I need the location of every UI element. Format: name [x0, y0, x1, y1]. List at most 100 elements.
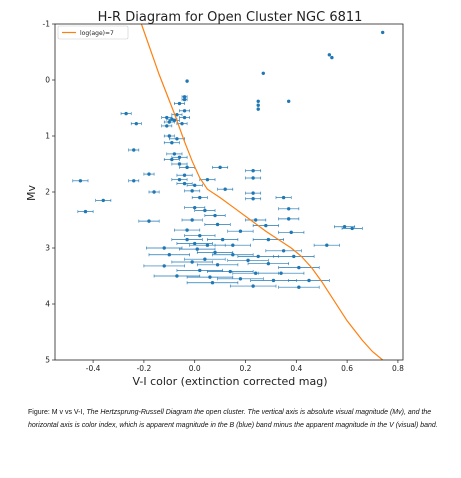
point-marker [124, 111, 128, 116]
caption-lead: Figure: M v vs V-I, [28, 409, 87, 416]
data-point [256, 103, 260, 107]
data-point [179, 115, 190, 120]
plot-content [72, 24, 385, 360]
point-marker [165, 124, 169, 128]
point-marker [325, 243, 329, 247]
point-marker [198, 233, 202, 238]
point-marker [330, 55, 334, 60]
chart-title: H-R Diagram for Open Cluster NGC 6811 [98, 10, 363, 25]
point-marker [172, 118, 177, 123]
x-tick-label: -0.4 [86, 364, 101, 373]
point-marker [220, 237, 225, 242]
point-marker [256, 103, 260, 107]
x-axis-title: V-I color (extinction corrected mag) [133, 375, 328, 388]
data-point [181, 218, 203, 222]
data-point [278, 285, 320, 289]
point-marker [246, 258, 250, 263]
legend: log(age)=7 [57, 25, 129, 40]
point-marker [182, 109, 187, 113]
point-marker [213, 250, 217, 255]
legend-isochrone-label: log(age)=7 [80, 30, 114, 37]
data-point [184, 233, 216, 238]
data-point [229, 284, 277, 288]
point-marker [185, 237, 189, 242]
x-tick-label: 0.6 [341, 364, 353, 373]
point-marker [177, 162, 182, 166]
point-marker [205, 177, 210, 182]
data-point [256, 99, 260, 103]
point-marker [182, 173, 187, 177]
point-marker [167, 253, 172, 257]
point-marker [195, 247, 199, 251]
y-tick-label: 1 [45, 132, 50, 141]
data-point [196, 263, 239, 267]
x-tick-label: 0.8 [392, 364, 404, 373]
data-point [171, 155, 188, 159]
point-marker [162, 264, 166, 268]
data-point [174, 228, 201, 232]
data-point [184, 205, 206, 210]
point-marker [253, 218, 258, 222]
data-point [77, 209, 94, 214]
data-point [184, 189, 201, 193]
y-axis-title: Mv [25, 185, 38, 201]
plot-frame [54, 23, 404, 361]
data-point [207, 237, 239, 242]
data-point [130, 121, 142, 126]
data-point [275, 195, 292, 200]
point-marker [307, 278, 311, 283]
point-marker [190, 189, 194, 193]
data-point [334, 225, 356, 229]
data-point [278, 217, 300, 221]
point-marker [286, 217, 291, 221]
data-point [174, 101, 185, 106]
data-point [163, 134, 175, 138]
data-point [247, 261, 289, 266]
point-marker [289, 230, 293, 235]
point-marker [132, 179, 136, 183]
data-point [171, 237, 203, 242]
data-point [161, 124, 173, 128]
point-marker [279, 271, 283, 275]
data-point [217, 277, 264, 281]
data-point [163, 157, 180, 162]
point-marker [208, 275, 212, 279]
axes: -0.4 -0.2 0.0 0.2 0.4 0.6 0.8 -1 0 1 2 3 4 5 [43, 20, 405, 373]
data-point [128, 179, 140, 183]
data-point [257, 271, 305, 275]
y-tick-label: 0 [45, 76, 50, 85]
data-point [191, 195, 208, 200]
point-marker [238, 229, 243, 233]
point-marker [180, 121, 184, 126]
point-marker [165, 115, 169, 120]
data-point [313, 243, 340, 247]
x-tick-label: 0.4 [290, 364, 302, 373]
data-point [212, 165, 229, 170]
point-marker [198, 195, 202, 200]
y-tick-label: 5 [45, 356, 50, 365]
data-point [227, 229, 254, 233]
data-point [186, 275, 234, 279]
point-marker [147, 219, 151, 223]
point-marker [167, 120, 172, 124]
point-marker [223, 187, 227, 191]
point-marker [190, 218, 194, 222]
data-point [171, 177, 188, 182]
data-point [171, 260, 213, 264]
point-marker [101, 198, 105, 203]
data-point [186, 281, 239, 285]
data-point [153, 274, 201, 278]
data-point [176, 241, 213, 246]
data-point [146, 246, 183, 250]
data-point [237, 254, 279, 259]
point-marker [264, 223, 268, 228]
data-point [179, 165, 196, 170]
caption-body: The Hertzsprung-Russell Diagram the open… [28, 409, 438, 429]
point-marker [170, 157, 174, 162]
point-marker [203, 208, 207, 213]
point-marker [182, 115, 187, 120]
point-marker [152, 190, 156, 194]
data-point [185, 79, 189, 83]
point-marker [193, 183, 197, 187]
point-marker [256, 107, 260, 111]
